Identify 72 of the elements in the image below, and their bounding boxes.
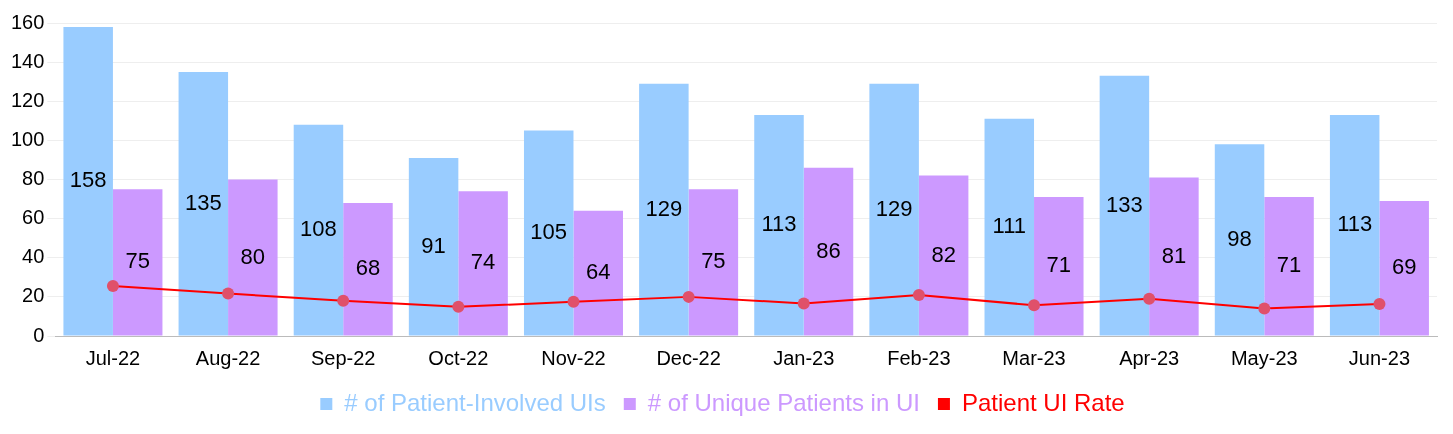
data-label: 75 bbox=[125, 248, 150, 274]
data-label: 135 bbox=[184, 189, 222, 215]
bar bbox=[573, 210, 623, 336]
data-label: 80 bbox=[240, 243, 266, 269]
y-tick-label: 140 bbox=[10, 49, 45, 72]
y-tick-label: 60 bbox=[22, 206, 45, 229]
bar bbox=[408, 157, 459, 336]
data-label: 68 bbox=[355, 255, 381, 281]
data-label: 74 bbox=[470, 249, 496, 275]
bar bbox=[293, 124, 344, 336]
bar bbox=[754, 114, 804, 336]
data-label: 113 bbox=[761, 211, 797, 237]
legend-label: Patient UI Rate bbox=[961, 388, 1125, 416]
data-label: 64 bbox=[585, 259, 611, 285]
bar bbox=[1329, 114, 1380, 336]
data-label: 71 bbox=[1276, 252, 1302, 278]
data-label: 133 bbox=[1106, 191, 1143, 217]
x-tick-label: May-23 bbox=[1230, 346, 1298, 369]
data-label: 113 bbox=[1337, 211, 1373, 237]
data-label: 129 bbox=[645, 195, 683, 221]
data-label: 82 bbox=[931, 241, 956, 267]
x-tick-label: Apr-23 bbox=[1119, 346, 1180, 369]
bar bbox=[1214, 144, 1265, 336]
x-tick-label: Aug-22 bbox=[195, 346, 261, 369]
bar bbox=[1379, 201, 1429, 336]
data-label: 71 bbox=[1046, 252, 1072, 278]
legend-label: # of Patient-Involved UIs bbox=[344, 388, 606, 416]
x-tick-label: Oct-22 bbox=[428, 346, 489, 369]
data-label: 81 bbox=[1161, 242, 1187, 268]
bar bbox=[1264, 197, 1314, 336]
x-tick-label: Nov-22 bbox=[541, 346, 606, 369]
y-tick-label: 100 bbox=[10, 127, 45, 150]
bar bbox=[639, 83, 689, 336]
bar bbox=[1149, 177, 1199, 336]
data-label: 86 bbox=[816, 237, 841, 263]
y-tick-label: 120 bbox=[10, 88, 45, 111]
x-tick-label: Jan-23 bbox=[773, 346, 835, 369]
bar bbox=[343, 202, 393, 336]
x-tick-label: Mar-23 bbox=[1002, 346, 1066, 369]
bar bbox=[803, 167, 854, 336]
y-tick-label: 80 bbox=[22, 167, 45, 190]
data-label: 69 bbox=[1391, 254, 1417, 280]
data-label: 111 bbox=[992, 213, 1026, 239]
x-tick-label: Jul-22 bbox=[85, 346, 141, 369]
y-tick-label: 0 bbox=[33, 323, 45, 346]
x-tick-label: Sep-22 bbox=[310, 346, 376, 369]
data-label: 129 bbox=[875, 195, 913, 221]
data-label: 108 bbox=[300, 216, 337, 242]
bar bbox=[228, 179, 278, 336]
x-tick-label: Jun-23 bbox=[1348, 346, 1411, 369]
bar bbox=[1099, 75, 1150, 336]
legend-label: # of Unique Patients in UI bbox=[647, 388, 920, 416]
y-tick-label: 40 bbox=[22, 245, 45, 268]
bar bbox=[458, 191, 508, 336]
bar bbox=[523, 130, 574, 336]
data-label: 158 bbox=[69, 167, 107, 193]
x-tick-label: Feb-23 bbox=[887, 346, 951, 369]
bar bbox=[112, 189, 163, 336]
bar bbox=[178, 71, 229, 336]
data-label: 98 bbox=[1227, 225, 1252, 251]
data-label: 75 bbox=[701, 248, 726, 274]
bar bbox=[984, 118, 1035, 336]
bar bbox=[869, 83, 919, 336]
bar bbox=[1034, 197, 1084, 336]
bar bbox=[918, 175, 969, 336]
data-label: 91 bbox=[421, 232, 446, 258]
bar bbox=[63, 26, 113, 336]
y-tick-label: 20 bbox=[22, 284, 45, 307]
y-tick-label: 160 bbox=[10, 10, 45, 33]
x-tick-label: Dec-22 bbox=[656, 346, 721, 369]
bar bbox=[688, 189, 739, 336]
data-label: 105 bbox=[530, 219, 568, 245]
